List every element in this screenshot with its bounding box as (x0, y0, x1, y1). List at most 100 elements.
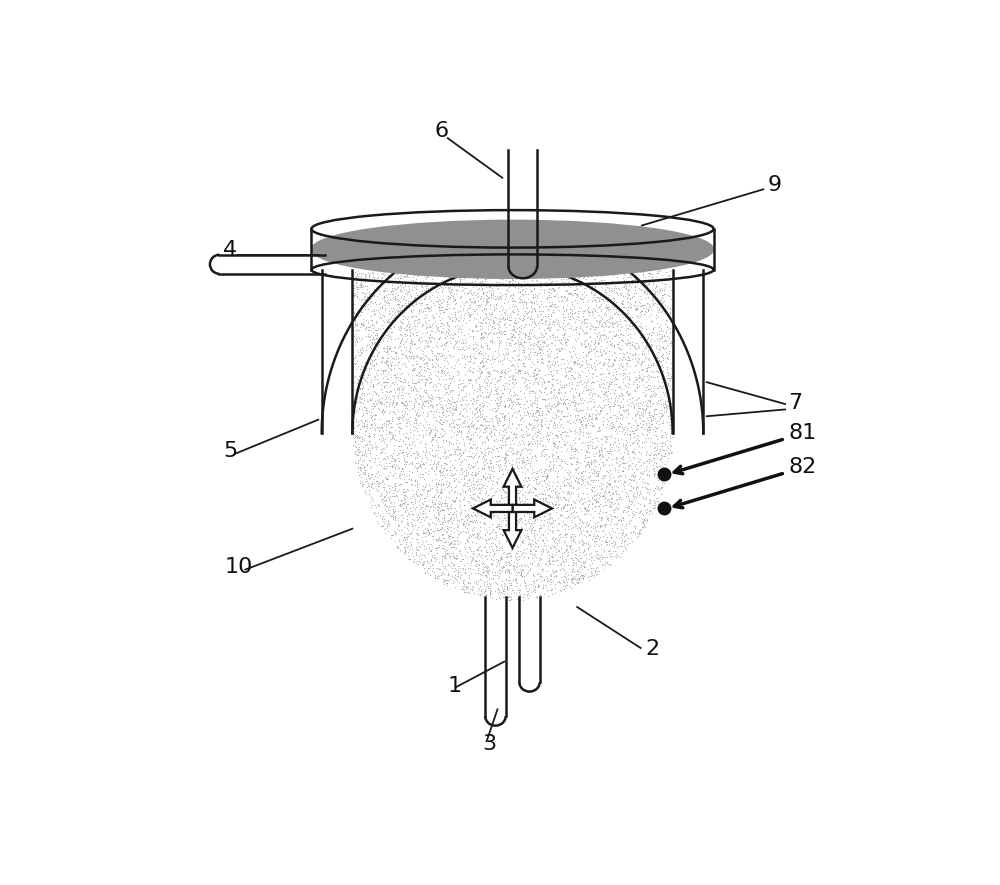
Point (518, 327, 534, 342)
Point (596, 344, 612, 358)
Point (470, 393, 486, 407)
Point (387, 476, 403, 490)
Point (491, 563, 507, 577)
Point (379, 486, 395, 500)
Point (480, 390, 496, 404)
Point (564, 306, 580, 320)
Point (653, 439, 669, 453)
Point (422, 512, 438, 527)
Point (362, 319, 378, 333)
Point (358, 320, 374, 335)
Point (399, 475, 415, 489)
Point (541, 354, 557, 368)
Point (455, 341, 471, 355)
Point (588, 561, 604, 575)
Point (450, 425, 466, 439)
Point (438, 335, 454, 350)
Point (360, 466, 376, 481)
Point (574, 537, 590, 551)
Point (592, 459, 608, 473)
Point (563, 362, 579, 376)
Point (345, 342, 361, 357)
Point (626, 430, 642, 444)
Point (534, 574, 550, 589)
Point (381, 505, 397, 519)
Point (659, 337, 675, 351)
Point (418, 320, 434, 335)
Point (602, 398, 618, 412)
Point (544, 336, 560, 350)
Point (516, 386, 532, 400)
Point (609, 263, 625, 277)
Point (632, 497, 648, 512)
Point (474, 269, 490, 283)
Point (485, 442, 501, 457)
Point (500, 345, 516, 359)
Point (511, 502, 527, 516)
Point (455, 375, 471, 389)
Point (420, 528, 436, 543)
Point (631, 368, 647, 382)
Point (419, 393, 435, 407)
Point (512, 578, 528, 592)
Point (529, 331, 545, 345)
Point (458, 389, 474, 404)
Point (663, 446, 679, 460)
Point (579, 277, 595, 291)
Point (419, 484, 435, 498)
Point (574, 568, 590, 582)
Point (479, 376, 495, 390)
Point (496, 484, 512, 498)
Point (567, 371, 583, 385)
Point (561, 287, 577, 301)
Point (354, 386, 370, 400)
Point (479, 338, 495, 352)
Point (558, 368, 574, 382)
Point (348, 270, 364, 284)
Point (435, 281, 451, 295)
Point (367, 440, 383, 454)
Point (495, 406, 511, 420)
Point (631, 438, 647, 452)
Point (635, 472, 651, 486)
Point (458, 525, 474, 539)
Point (610, 288, 626, 302)
Point (377, 374, 393, 389)
Point (497, 327, 513, 342)
Point (375, 451, 391, 466)
Point (465, 397, 481, 412)
Point (622, 453, 638, 467)
Point (562, 312, 578, 326)
Point (536, 483, 552, 497)
Point (483, 393, 499, 407)
Point (661, 330, 677, 344)
Point (557, 424, 573, 438)
Point (542, 349, 558, 363)
Point (398, 294, 414, 308)
Point (422, 285, 438, 299)
Point (364, 353, 380, 367)
Point (602, 463, 618, 477)
Point (593, 404, 609, 418)
Point (437, 451, 453, 466)
Point (626, 297, 642, 312)
Point (594, 442, 610, 457)
Point (549, 403, 565, 417)
Point (601, 525, 617, 539)
Point (572, 422, 588, 436)
Point (609, 515, 625, 529)
Point (563, 303, 579, 317)
Point (477, 581, 493, 596)
Point (537, 442, 553, 457)
Point (435, 292, 451, 306)
Point (353, 362, 369, 376)
Point (510, 395, 526, 409)
Point (645, 497, 661, 512)
Point (404, 436, 420, 450)
Point (380, 450, 396, 465)
Point (374, 511, 390, 525)
Point (422, 481, 438, 495)
Point (534, 408, 550, 422)
Point (642, 496, 658, 510)
Point (527, 531, 543, 545)
